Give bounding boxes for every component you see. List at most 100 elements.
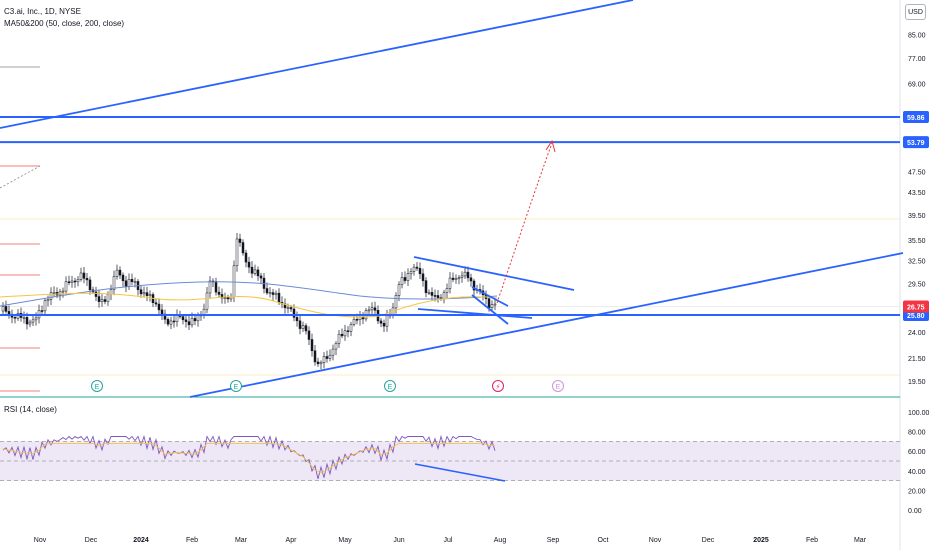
- time-tick-label: Sep: [547, 537, 560, 544]
- candle-body: [139, 289, 143, 295]
- candle-body: [31, 319, 35, 323]
- trendline: [471, 286, 509, 307]
- candle-body: [340, 333, 344, 337]
- rsi-pane: [2, 434, 496, 480]
- marker-circle: [384, 380, 396, 392]
- candle-body: [127, 279, 131, 287]
- candle-body: [295, 317, 299, 322]
- candle-body: [454, 278, 458, 280]
- candle-body: [250, 266, 254, 274]
- candle-body: [46, 299, 50, 302]
- candle-body: [310, 339, 314, 352]
- time-tick-label: Nov: [34, 537, 47, 544]
- candle-body: [292, 308, 296, 318]
- candle-body: [328, 354, 332, 359]
- projection-arrow: [496, 142, 553, 304]
- candle-body: [1, 306, 5, 312]
- candle-body: [79, 272, 83, 280]
- candle-body: [343, 330, 347, 337]
- rsi-trendline: [414, 463, 506, 482]
- candle-body: [49, 292, 53, 300]
- candle-body: [148, 294, 152, 296]
- candle-body: [172, 320, 176, 323]
- candle-body: [112, 276, 116, 290]
- event-marker-earnings[interactable]: E: [384, 380, 396, 392]
- candle-body: [319, 362, 323, 365]
- level-badge: [903, 136, 929, 149]
- candle-body: [424, 280, 428, 293]
- drawings[interactable]: [0, 0, 904, 482]
- rsi-tick-label: 40.00: [908, 469, 926, 476]
- candle-body: [469, 277, 473, 282]
- trendline: [471, 294, 509, 325]
- rsi-band: [0, 441, 900, 481]
- candle-body: [13, 317, 17, 319]
- candle-body: [490, 304, 494, 308]
- event-marker-dividend[interactable]: ⚡: [492, 380, 504, 392]
- candle-body: [355, 319, 359, 321]
- event-marker-earnings[interactable]: E: [230, 380, 242, 392]
- candle-body: [418, 268, 422, 275]
- time-tick-label: Nov: [649, 537, 662, 544]
- candle-body: [232, 265, 236, 297]
- marker-label: E: [95, 384, 100, 391]
- level-badge: [903, 111, 929, 123]
- price-tick-label: 47.50: [908, 169, 926, 176]
- event-marker-earnings[interactable]: E: [91, 380, 103, 392]
- candle-body: [289, 307, 293, 310]
- event-marker-earnings[interactable]: E: [552, 380, 564, 392]
- candle-body: [70, 280, 74, 283]
- candle-body: [259, 275, 263, 279]
- candle-body: [301, 325, 305, 329]
- candle-body: [88, 279, 92, 291]
- candle-body: [448, 277, 452, 289]
- candle-body: [76, 279, 80, 283]
- rsi-tick-label: 60.00: [908, 449, 926, 456]
- time-tick-label: Dec: [702, 537, 715, 544]
- candle-body: [94, 291, 98, 297]
- marker-circle: [552, 380, 564, 392]
- candle-body: [223, 297, 227, 299]
- price-tick-label: 19.50: [908, 379, 926, 386]
- candle-body: [22, 317, 26, 319]
- candle-body: [271, 292, 275, 295]
- candle-body: [166, 319, 170, 325]
- currency-button[interactable]: USD: [905, 4, 926, 20]
- candle-body: [379, 320, 383, 324]
- candle-body: [265, 288, 269, 294]
- ma200-line: [0, 281, 498, 307]
- candle-body: [247, 261, 251, 268]
- candle-body: [235, 238, 239, 267]
- candle-body: [118, 269, 122, 276]
- level-badge-label: 53.79: [907, 140, 925, 147]
- candle-body: [142, 292, 146, 295]
- candle-body: [406, 273, 410, 281]
- candle-body: [256, 269, 260, 277]
- candle-body: [103, 299, 107, 302]
- candle-body: [241, 242, 245, 254]
- marker-circle: [91, 380, 103, 392]
- time-tick-label: 2024: [133, 537, 149, 544]
- marker-label: E: [388, 384, 393, 391]
- candle-body: [25, 317, 29, 325]
- trendline: [0, 0, 634, 129]
- dashed-ray: [0, 165, 41, 189]
- candle-body: [331, 348, 335, 356]
- candle-body: [487, 298, 491, 308]
- candle-body: [298, 320, 302, 329]
- trendline: [417, 308, 533, 319]
- candle-body: [220, 294, 224, 299]
- candle-body: [352, 319, 356, 325]
- level-badge-label: 59.86: [907, 115, 925, 122]
- moving-averages: [0, 281, 498, 318]
- candle-body: [268, 292, 272, 294]
- time-tick-label: Oct: [598, 537, 609, 544]
- candle-body: [313, 350, 317, 363]
- candle-body: [322, 356, 326, 363]
- time-tick-label: Dec: [85, 537, 98, 544]
- event-markers[interactable]: E E E ⚡ E: [91, 380, 564, 392]
- candle-body: [400, 277, 404, 285]
- candle-body: [190, 318, 194, 326]
